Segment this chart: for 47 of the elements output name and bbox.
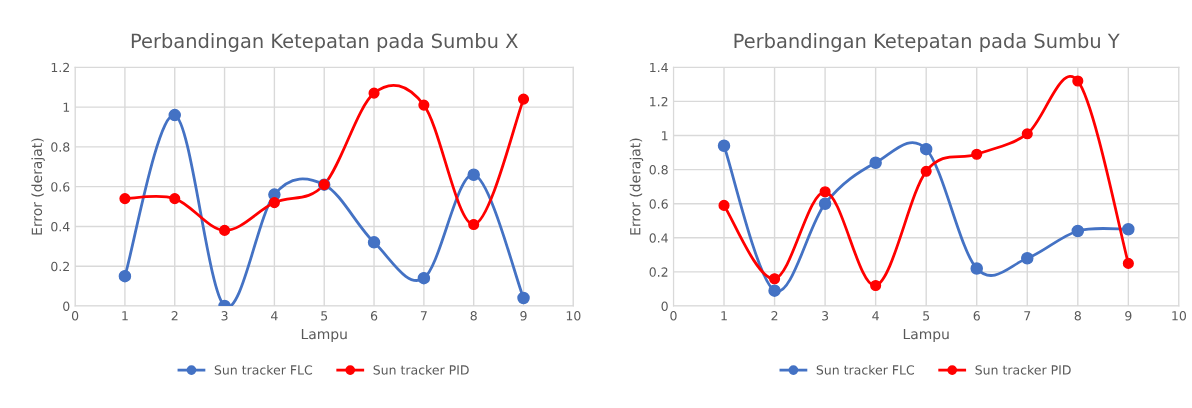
y-tick-label: 0 <box>63 301 70 311</box>
y-tick-label: 0.6 <box>51 182 70 192</box>
x-tick-label: 9 <box>520 311 527 321</box>
x-tick-label: 3 <box>221 311 228 321</box>
x-tick-label: 1 <box>122 311 128 321</box>
y-tick-label: 0.2 <box>51 261 69 272</box>
legend-label: Sun tracker PID <box>975 364 1071 375</box>
x-tick-label: 8 <box>470 311 477 321</box>
y-tick-label: 1 <box>662 131 668 141</box>
y-tick-label: 1 <box>63 102 70 112</box>
legend-label: Sun tracker PID <box>373 364 469 375</box>
x-tick-label: 0 <box>71 311 79 321</box>
x-tick-label: 0 <box>670 311 677 321</box>
x-tick-label: 1 <box>721 311 727 321</box>
x-tick-label: 2 <box>171 311 178 321</box>
y-tick-label: 0.4 <box>649 233 668 243</box>
x-tick-label: 2 <box>771 311 778 321</box>
x-tick-label: 4 <box>872 311 879 321</box>
x-tick-label: 8 <box>1074 311 1081 321</box>
x-tick-label: 7 <box>1024 311 1031 321</box>
x-tick-label: 10 <box>1172 311 1187 321</box>
x-tick-label: 5 <box>923 311 930 321</box>
y-tick-label: 1.2 <box>650 96 668 107</box>
legend-label: Sun tracker FLC <box>214 364 313 375</box>
chart-title: Perbandingan Ketepatan pada Sumbu X <box>131 33 518 52</box>
y-axis-title: Error (derajat) <box>629 138 644 235</box>
x-tick-label: 6 <box>370 311 378 321</box>
y-tick-label: 0.8 <box>51 142 70 152</box>
y-tick-label: 1.2 <box>51 62 69 73</box>
x-tick-label: 4 <box>271 311 278 321</box>
x-tick-label: 9 <box>1125 311 1132 321</box>
x-axis-title: Lampu <box>903 328 949 342</box>
y-tick-label: 0.4 <box>51 221 70 232</box>
x-tick-label: 10 <box>566 311 581 321</box>
x-tick-label: 6 <box>973 311 980 321</box>
y-tick-label: 0.8 <box>649 165 668 175</box>
y-axis-title: Error (derajat) <box>31 138 45 235</box>
x-tick-label: 3 <box>822 311 829 321</box>
y-tick-label: 1.4 <box>650 62 668 73</box>
y-tick-label: 0.2 <box>649 267 668 277</box>
x-axis-title: Lampu <box>301 328 347 342</box>
x-tick-label: 5 <box>321 311 328 321</box>
x-tick-label: 7 <box>420 311 427 321</box>
chart-title: Perbandingan Ketepatan pada Sumbu Y <box>734 33 1120 52</box>
y-tick-label: 0.6 <box>649 199 668 209</box>
y-tick-label: 0 <box>661 301 668 311</box>
legend-label: Sun tracker FLC <box>816 364 915 375</box>
